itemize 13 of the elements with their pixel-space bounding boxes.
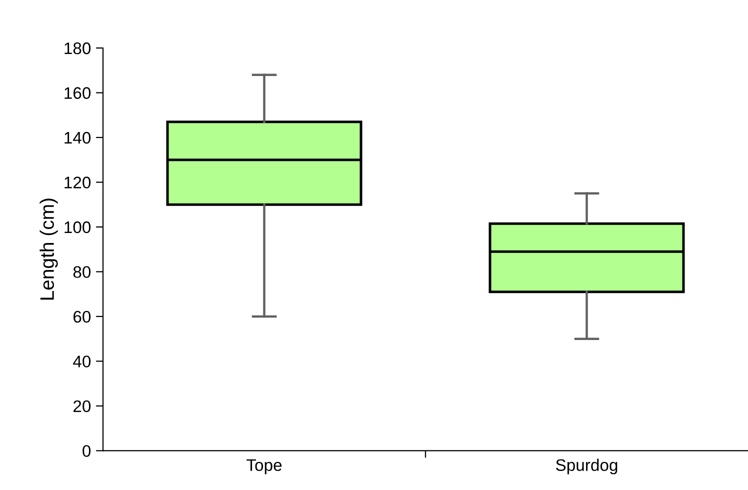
y-tick-label: 160 bbox=[64, 87, 91, 99]
y-tick-label: 100 bbox=[64, 221, 91, 234]
y-tick-label: 20 bbox=[73, 400, 91, 412]
y-tick-label: 0 bbox=[82, 445, 91, 457]
y-tick-label: 80 bbox=[73, 266, 91, 278]
y-tick-label: 40 bbox=[73, 356, 91, 368]
x-tick-label: Tope bbox=[246, 459, 282, 474]
y-tick-label: 120 bbox=[64, 176, 91, 188]
y-tick-label: 60 bbox=[74, 310, 91, 323]
y-axis-title: Length (cm) bbox=[40, 198, 58, 300]
x-tick-label: Spurdog bbox=[556, 458, 618, 474]
y-tick-label: 140 bbox=[64, 132, 91, 144]
y-tick-label: 180 bbox=[64, 42, 91, 54]
